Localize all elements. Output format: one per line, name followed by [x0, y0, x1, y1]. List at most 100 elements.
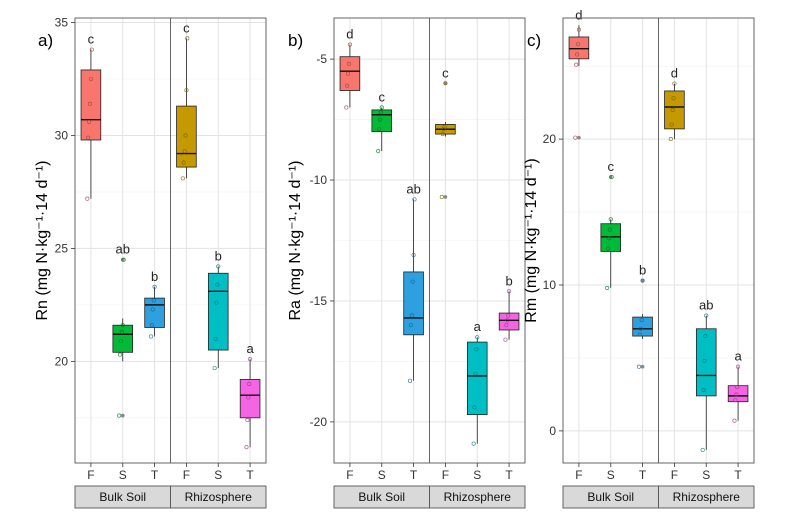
facet-strip — [170, 485, 267, 509]
data-point — [215, 282, 220, 287]
data-point — [408, 323, 413, 328]
data-point — [669, 122, 674, 127]
panel-c: d c b d ab a 0 10 20 F S T Bulk Soil F S T Rhizosphere c)… — [523, 7, 755, 509]
data-point — [640, 278, 645, 283]
facet-strip-label: Bulk Soil — [358, 490, 405, 504]
box-body — [498, 312, 520, 331]
facet-strip-label: Bulk Soil — [99, 490, 146, 504]
data-point — [605, 246, 611, 251]
data-point — [703, 334, 708, 339]
x-tick-label: S — [473, 468, 481, 482]
data-point — [148, 334, 154, 339]
box-rhizosphere-F: c — [435, 65, 456, 200]
significance-letter: c — [183, 20, 190, 35]
y-axis-label: Rn (mg N·kg⁻¹·14 d⁻¹) — [34, 160, 51, 320]
facet-strip-label: Rhizosphere — [444, 490, 512, 504]
facet-strip — [429, 485, 526, 509]
significance-letter: ab — [116, 242, 130, 257]
significance-letter: b — [215, 248, 222, 263]
box-bulk-soil-F: c — [80, 32, 102, 201]
data-point — [701, 387, 706, 393]
box-rhizosphere-T: b — [498, 273, 520, 342]
data-point — [377, 117, 383, 122]
data-point — [670, 107, 675, 112]
data-point — [506, 313, 511, 318]
data-point — [734, 392, 739, 397]
data-point — [702, 358, 707, 363]
significance-letter: b — [151, 269, 158, 284]
data-point — [121, 257, 126, 262]
x-tick-label: T — [410, 468, 418, 482]
x-tick-label: S — [607, 468, 615, 482]
x-tick-label: S — [119, 468, 127, 482]
box-body — [568, 36, 590, 60]
data-point — [736, 364, 741, 369]
data-point — [183, 133, 188, 138]
significance-letter: d — [346, 27, 353, 42]
data-point — [735, 385, 740, 390]
significance-letter: b — [639, 263, 646, 278]
significance-letter: a — [734, 349, 742, 364]
box-rhizosphere-T: a — [727, 349, 749, 423]
data-point — [672, 81, 677, 86]
data-point — [346, 71, 351, 76]
y-tick-label: 0 — [549, 424, 556, 438]
significance-letter: c — [379, 89, 386, 104]
data-point — [85, 196, 90, 201]
data-point — [700, 447, 705, 452]
data-point — [87, 101, 93, 106]
x-tick-label: T — [734, 468, 742, 482]
data-point — [472, 405, 477, 410]
data-point — [88, 76, 93, 82]
y-tick-label: 20 — [543, 132, 557, 146]
data-point — [440, 132, 445, 137]
data-point — [213, 336, 218, 341]
data-point — [608, 217, 613, 222]
data-point — [638, 326, 643, 331]
data-point — [344, 105, 349, 110]
data-point — [412, 197, 417, 202]
data-point — [181, 160, 186, 165]
y-tick-label: 10 — [543, 278, 557, 292]
box-bulk-soil-T: ab — [403, 181, 424, 383]
significance-letter: a — [474, 319, 482, 334]
significance-letter: c — [608, 159, 615, 174]
box-body — [632, 316, 653, 337]
box-bulk-soil-T: b — [632, 263, 653, 369]
box-rhizosphere-T: a — [239, 341, 261, 450]
data-point — [575, 42, 581, 47]
outlier-point — [640, 364, 645, 369]
y-axis-label: Ra (mg N·kg⁻¹·14 d⁻¹) — [287, 160, 304, 320]
panel-label: a) — [38, 31, 53, 50]
significance-letter: c — [88, 32, 95, 47]
box-bulk-soil-T: b — [144, 269, 165, 339]
significance-letter: b — [505, 273, 512, 288]
y-tick-label: 35 — [55, 16, 69, 30]
data-point — [376, 148, 381, 154]
significance-letter: c — [442, 65, 449, 80]
x-tick-label: T — [151, 468, 159, 482]
panel-a: c ab b c b a 20 25 30 35 F S T Bulk Soil F S T Rhizospher… — [34, 16, 267, 509]
data-point — [503, 337, 508, 342]
data-point — [475, 335, 480, 340]
data-point — [411, 252, 416, 258]
facet-strip — [658, 485, 755, 509]
box-body — [144, 297, 165, 328]
data-point — [119, 329, 124, 335]
box-body — [403, 271, 424, 336]
y-axis-label: Rm (mg N·kg⁻¹·14 d⁻¹) — [523, 158, 540, 322]
outlier-point — [443, 81, 448, 86]
box-bulk-soil-F: d — [568, 7, 590, 140]
facet-strip-label: Bulk Soil — [587, 490, 634, 504]
data-point — [636, 364, 642, 369]
facet-strip-label: Rhizosphere — [185, 490, 253, 504]
data-point — [245, 418, 250, 423]
x-tick-label: T — [246, 468, 254, 482]
x-tick-label: T — [639, 468, 647, 482]
x-tick-label: F — [575, 468, 582, 482]
y-tick-label: 20 — [55, 354, 69, 368]
data-point — [379, 105, 384, 110]
data-point — [443, 81, 448, 86]
box-body — [207, 272, 229, 351]
data-point — [151, 298, 156, 303]
